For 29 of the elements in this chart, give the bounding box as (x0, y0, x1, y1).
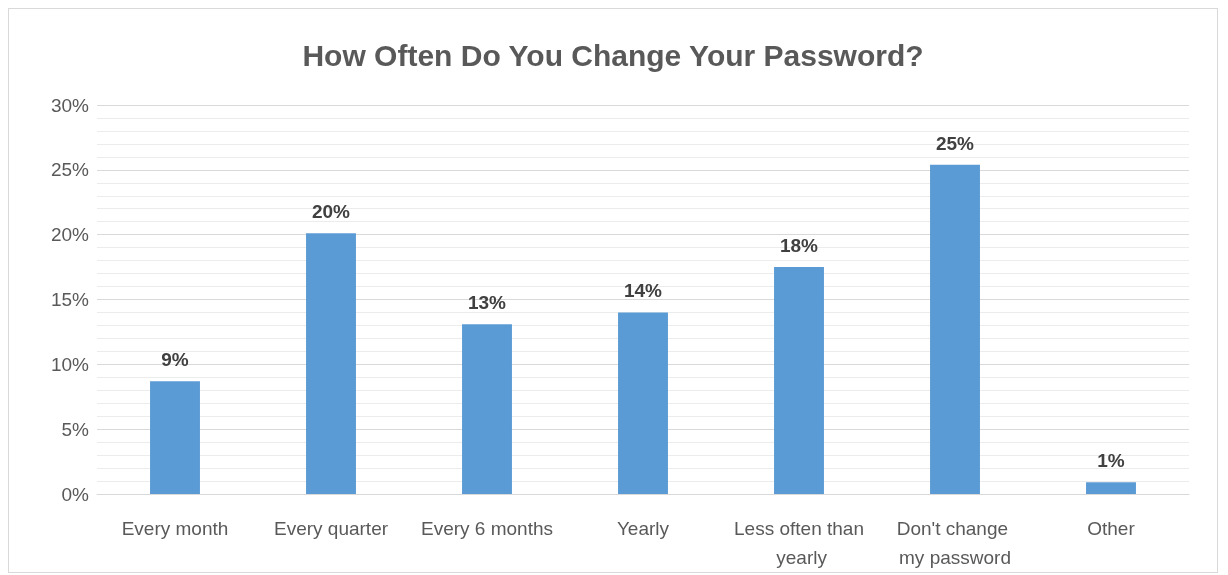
x-tick-label: Every 6 months (421, 518, 553, 539)
bar (150, 381, 200, 494)
y-tick-label: 15% (50, 289, 90, 310)
data-label: 14% (623, 280, 663, 302)
chart-title: How Often Do You Change Your Password? (302, 38, 924, 72)
data-label: 1% (1097, 450, 1125, 472)
x-tick-label: Every month (121, 518, 229, 539)
y-tick-label: 10% (50, 353, 90, 375)
data-label: 9% (161, 349, 189, 371)
data-label: 18% (779, 235, 819, 257)
bar (1086, 482, 1136, 494)
y-tick-label: 0% (61, 483, 90, 505)
bar (774, 267, 824, 494)
x-tick-label: Other (1087, 518, 1136, 539)
x-tick-label: Less often than yearly (734, 518, 864, 568)
x-tick-label: Yearly (616, 518, 670, 539)
data-label: 25% (935, 132, 975, 154)
bar (618, 312, 668, 494)
bar (930, 164, 980, 494)
y-tick-label: 5% (61, 418, 90, 440)
y-tick-label: 20% (50, 224, 90, 246)
data-label: 13% (467, 292, 507, 314)
x-tick-label: Don't change my password (896, 518, 1014, 568)
data-label: 20% (311, 201, 351, 223)
bar (306, 233, 356, 494)
bar (462, 324, 512, 494)
x-tick-label: Every quarter (273, 518, 389, 539)
y-tick-label: 30% (50, 94, 90, 116)
y-tick-label: 25% (50, 159, 90, 181)
